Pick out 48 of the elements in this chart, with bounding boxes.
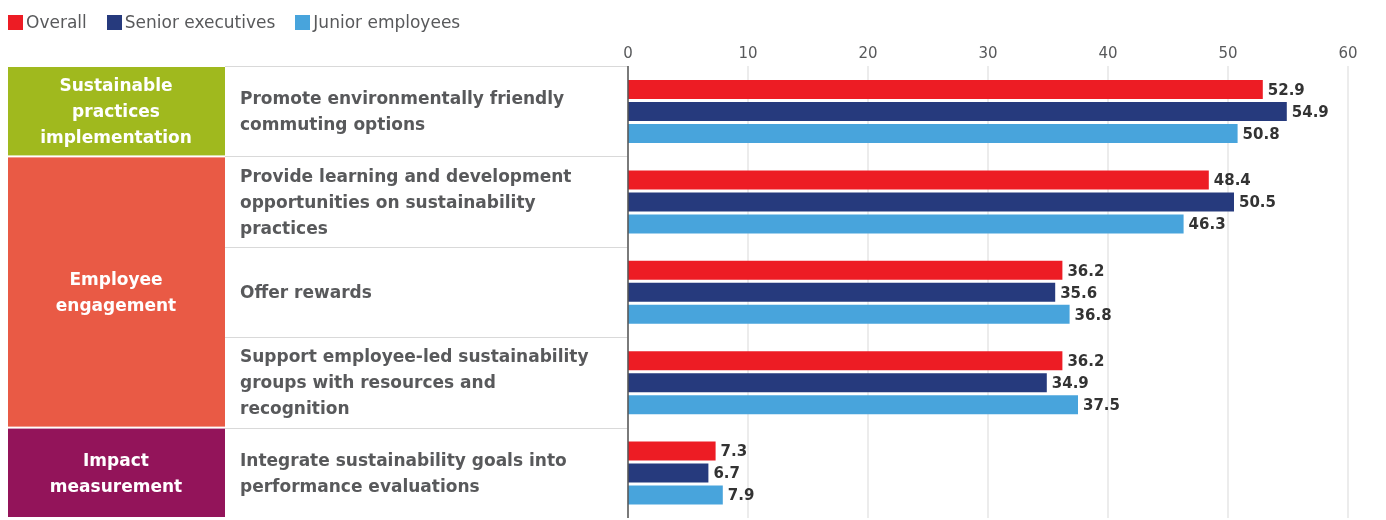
data-label: 50.8: [1242, 124, 1280, 143]
bar: [628, 304, 1070, 324]
data-label: 34.9: [1051, 374, 1089, 393]
x-tick-label: 50: [1218, 44, 1238, 62]
data-label: 37.5: [1083, 396, 1121, 415]
x-tick-label: 30: [978, 44, 998, 62]
y-tick-label: Provide learning and development opportunities on sustainability practices: [240, 165, 572, 238]
legend-label: Overall: [25, 12, 87, 32]
data-label: 36.2: [1067, 261, 1105, 280]
bar: [628, 124, 1238, 143]
text: Sustainable practices implementation: [40, 75, 192, 148]
data-label: 35.6: [1060, 283, 1098, 302]
bar: [628, 214, 1184, 234]
text: Employee engagement: [55, 269, 177, 315]
x-tick-label: 60: [1338, 44, 1358, 62]
data-label: 54.9: [1291, 102, 1329, 121]
bar: [628, 170, 1209, 190]
bar: [628, 192, 1234, 212]
bar: [628, 441, 716, 461]
y-tick-label: Promote environmentally friendly commuting options: [240, 88, 565, 135]
text: Impact measurement: [49, 449, 183, 496]
legend-label: Junior employees: [311, 12, 461, 32]
data-label: 36.2: [1067, 352, 1105, 371]
bar: [628, 282, 1056, 302]
legend-label: Senior executives: [123, 12, 276, 32]
data-label: 7.9: [727, 486, 755, 505]
data-label: 48.4: [1213, 171, 1251, 190]
bar: [628, 395, 1078, 415]
data-label: 50.5: [1239, 193, 1277, 212]
bar: [628, 373, 1047, 393]
bar: [628, 260, 1063, 280]
y-tick-label: Integrate sustainability goals into performance evaluations: [240, 449, 567, 496]
x-tick-label: 40: [1098, 44, 1118, 62]
bar: [628, 463, 709, 483]
data-label: 36.8: [1074, 305, 1112, 324]
data-label: 7.3: [720, 442, 748, 461]
data-label: 52.9: [1267, 80, 1305, 99]
y-tick-label: Support employee-led sustainability groups with resources and recognition: [240, 346, 589, 419]
x-tick-label: 20: [858, 44, 878, 62]
bar: [628, 351, 1063, 371]
y-tick-label: Offer rewards: [240, 282, 372, 302]
bar: [628, 485, 723, 505]
bar: [628, 80, 1263, 99]
data-label: 46.3: [1188, 215, 1226, 234]
bar: [628, 102, 1287, 121]
x-tick-label: 0: [623, 44, 633, 62]
data-label: 6.7: [713, 464, 740, 483]
x-tick-label: 10: [738, 44, 758, 62]
